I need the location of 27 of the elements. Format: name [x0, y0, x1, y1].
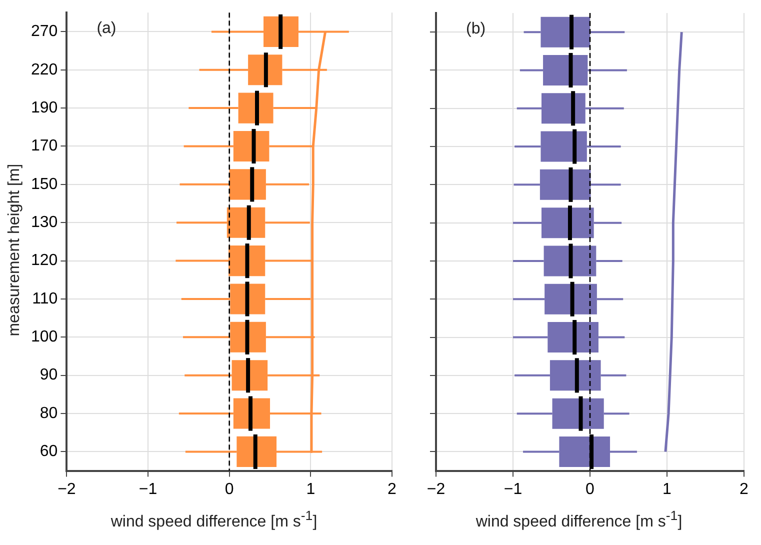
y-tick-label: 100 [30, 328, 58, 346]
y-tick-label: 110 [32, 290, 58, 308]
x-tick-label: 2 [740, 480, 749, 498]
x-tick-label: 0 [224, 480, 234, 498]
y-tick-label: 90 [40, 366, 58, 384]
y-tick-label: 170 [30, 138, 58, 155]
y-tick-label: 270 [30, 23, 58, 40]
x-tick-label: −2 [426, 480, 446, 498]
annotation: (a) [96, 20, 116, 38]
y-tick-label: 150 [30, 176, 58, 193]
x-axis-title: wind speed difference [m s$^{-1}$] [110, 508, 318, 532]
y-axis-title: measurement height [m] [6, 164, 24, 336]
y-tick-label: 120 [30, 252, 58, 270]
x-tick-label: 2 [388, 480, 397, 498]
x-tick-label: −1 [504, 480, 522, 498]
annotation: (b) [466, 20, 486, 38]
x-tick-label: 1 [306, 480, 316, 498]
y-tick-label: 130 [30, 214, 58, 232]
y-tick-label: 190 [30, 99, 58, 116]
x-tick-label: 1 [662, 480, 672, 498]
y-tick-label: 60 [40, 443, 58, 460]
y-tick-label: 80 [40, 404, 58, 422]
y-tick-label: 220 [30, 61, 58, 78]
x-tick-label: −2 [58, 480, 76, 498]
x-tick-label: 0 [586, 480, 595, 498]
x-tick-label: −1 [138, 480, 158, 498]
x-axis-title: wind speed difference [m s$^{-1}$] [474, 508, 684, 532]
